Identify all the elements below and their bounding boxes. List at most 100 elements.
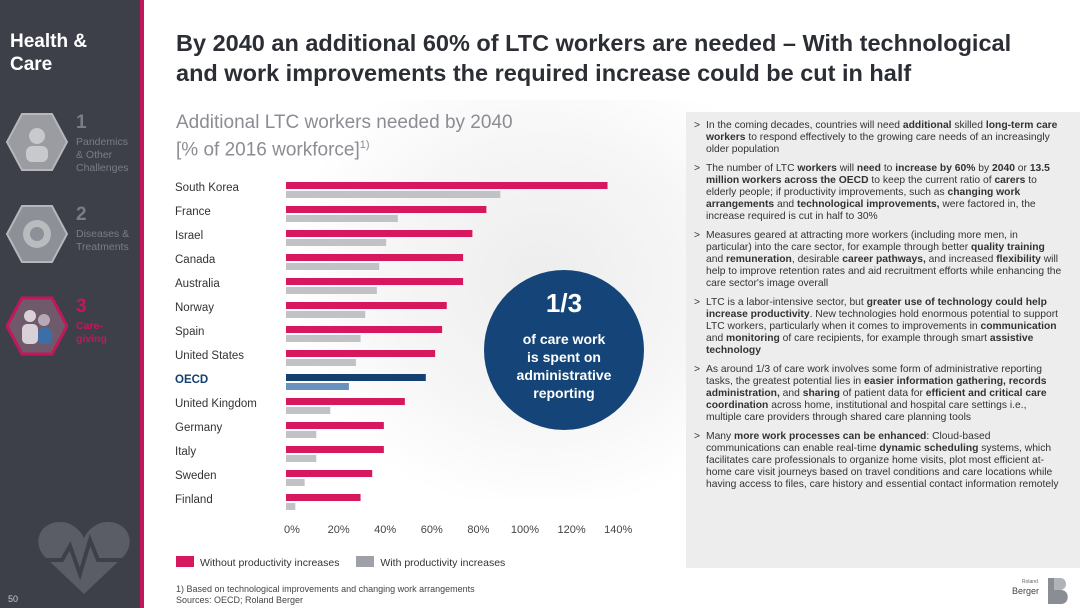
- key-point-text: by: [975, 162, 993, 174]
- sidebar-item-pandemics[interactable]: 1 Pandemics & Other Challenges: [6, 112, 140, 182]
- footnote: 1) Based on technological improvements a…: [176, 584, 475, 605]
- key-point-item: Measures geared at attracting more worke…: [694, 230, 1064, 291]
- roland-berger-logo: Roland Berger: [1012, 578, 1072, 604]
- category-label: United States: [175, 350, 244, 362]
- nav-number: 1: [76, 112, 87, 133]
- key-point-emphasis: career pathways,: [842, 254, 926, 266]
- category-label: Canada: [175, 254, 216, 266]
- key-point-text: The number of LTC: [706, 162, 798, 174]
- bar-without: [286, 278, 464, 285]
- x-tick-label: 20%: [328, 524, 350, 536]
- key-point-text: to respond effectively to the growing ca…: [706, 132, 1050, 156]
- sidebar-title: Health & Care: [10, 31, 88, 75]
- category-label: Italy: [175, 446, 196, 458]
- key-point-emphasis: remuneration: [726, 254, 792, 266]
- key-point-text: LTC is a labor-intensive sector, but: [706, 296, 867, 308]
- chart-title-line2: [% of 2016 workforce]: [176, 139, 360, 161]
- bar-without: [286, 254, 464, 261]
- key-point-text: , desirable: [791, 254, 843, 266]
- key-point-text: will help to improve retention rates and…: [706, 254, 1062, 290]
- category-label: OECD: [175, 374, 208, 386]
- key-point-emphasis: easier information gathering, records ad…: [706, 375, 1047, 400]
- bar-without: [286, 302, 447, 309]
- legend-swatch-with: [356, 556, 375, 567]
- badge-fraction: 1/3: [545, 288, 583, 318]
- sidebar: Health & Care 1 Pandemics & Other Challe…: [0, 0, 140, 608]
- bar-without: [286, 326, 443, 333]
- bar-without: [286, 230, 473, 237]
- bar-without: [286, 182, 608, 189]
- category-label: Spain: [175, 326, 204, 338]
- bar-without: [286, 398, 405, 405]
- bar-with: [286, 431, 317, 438]
- x-tick-label: 60%: [421, 524, 443, 536]
- sidebar-item-caregiving[interactable]: 3 Care- giving: [6, 296, 140, 366]
- x-tick-label: 80%: [467, 524, 489, 536]
- key-point-emphasis: carers: [994, 174, 1026, 186]
- key-point-text: were factored in, the increase required …: [706, 199, 1036, 223]
- key-point-text: and: [706, 333, 727, 345]
- bar-without: [286, 446, 384, 453]
- key-point-text: will: [836, 162, 857, 174]
- logo-small-text: Roland: [1022, 579, 1038, 585]
- key-point-text: In the coming decades, countries will ne…: [706, 120, 903, 131]
- key-point-emphasis: efficient and critical care coordination: [706, 388, 1047, 412]
- bar-with: [286, 191, 501, 198]
- key-point-item: LTC is a labor-intensive sector, but gre…: [694, 297, 1064, 358]
- page-title: By 2040 an additional 60% of LTC workers…: [176, 30, 1012, 86]
- key-point-text: systems, which facilitates care professi…: [706, 442, 1059, 491]
- key-point-emphasis: changing work arrangements: [706, 187, 1021, 211]
- category-label: France: [175, 206, 211, 218]
- key-point-emphasis: greater use of technology could help inc…: [706, 296, 1047, 320]
- bar-with: [286, 335, 361, 342]
- key-points-panel: In the coming decades, countries will ne…: [686, 112, 1080, 568]
- key-point-emphasis: long-term care workers: [706, 120, 1058, 144]
- key-point-text: to: [880, 162, 896, 174]
- key-point-emphasis: need: [856, 162, 881, 174]
- x-tick-label: 0%: [284, 524, 300, 536]
- nav-label: Pandemics & Other Challenges: [76, 136, 129, 174]
- legend-item-without: Without productivity increases: [176, 556, 339, 569]
- chart-title: Additional LTC workers needed by 2040 [%…: [176, 112, 513, 161]
- key-point-text: Many: [706, 430, 735, 442]
- category-label: South Korea: [175, 182, 240, 194]
- x-tick-label: 40%: [374, 524, 396, 536]
- bar-without: [286, 494, 361, 501]
- key-point-emphasis: additional: [902, 120, 952, 131]
- key-point-text: across home, institutional and hospital …: [706, 400, 1027, 424]
- bar-with: [286, 215, 398, 222]
- bar-with: [286, 503, 296, 510]
- key-point-text: skilled: [951, 120, 986, 131]
- nav-label: Care- giving: [76, 320, 107, 345]
- key-point-text: and: [779, 388, 803, 400]
- key-point-text: to keep the current ratio of: [868, 174, 995, 186]
- badge-text: of care work is spent on administrative …: [516, 331, 612, 401]
- sidebar-accent-bar: [140, 0, 144, 608]
- category-label: Australia: [175, 278, 220, 290]
- key-point-item: As around 1/3 of care work involves some…: [694, 364, 1064, 425]
- x-tick-label: 120%: [558, 524, 586, 536]
- key-point-emphasis: flexibility: [996, 254, 1041, 266]
- bar-with: [286, 287, 377, 294]
- key-point-emphasis: workers: [797, 162, 837, 174]
- bar-with: [286, 359, 356, 366]
- key-point-text: and increased: [925, 254, 997, 266]
- nav-number: 3: [76, 296, 87, 317]
- x-tick-label: 140%: [604, 524, 632, 536]
- chart-title-footnote-mark: 1): [359, 139, 370, 151]
- key-point-emphasis: increase by 60%: [895, 162, 976, 174]
- key-point-text: to elderly people; if productivity impro…: [706, 174, 1037, 199]
- legend-item-with: With productivity increases: [356, 556, 505, 569]
- pandemics-hexagon-icon: [6, 113, 68, 171]
- category-label: Israel: [175, 230, 203, 242]
- category-label: Norway: [175, 302, 214, 314]
- legend-label-without: Without productivity increases: [200, 557, 340, 569]
- key-point-text: of care recipients, for example through …: [779, 333, 990, 345]
- heart-pulse-icon: [38, 522, 130, 594]
- sidebar-item-diseases[interactable]: 2 Diseases & Treatments: [6, 204, 140, 274]
- key-point-text: and: [706, 254, 727, 266]
- key-point-emphasis: 2040: [992, 162, 1015, 174]
- bar-without: [286, 206, 487, 213]
- footnote-text: 1) Based on technological improvements a…: [176, 584, 475, 594]
- chart-legend: Without productivity increases With prod…: [176, 556, 519, 569]
